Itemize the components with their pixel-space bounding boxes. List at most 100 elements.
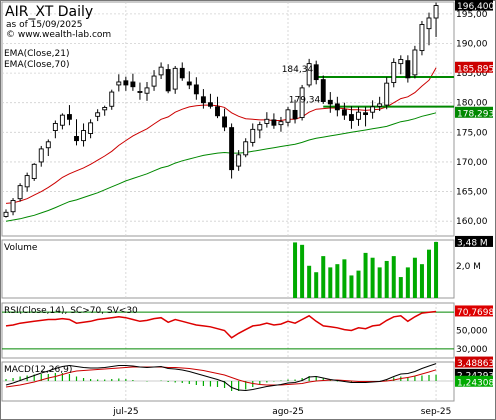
ema21-last-label: 185,895 [457, 64, 494, 74]
candle-down [363, 112, 368, 116]
hist-last-label-bg [455, 375, 493, 387]
candle-down [349, 114, 354, 121]
date-tick-label: jul-25 [112, 407, 138, 417]
price-tick-label: 195,00 [456, 10, 488, 20]
candle-up [52, 122, 58, 132]
macd-signal-line [5, 366, 437, 388]
candle-up [264, 118, 270, 124]
date-line: as of 15/09/2025 [6, 20, 82, 30]
candle-up [31, 163, 37, 179]
candle-down [341, 109, 347, 116]
date-tick-label: sep-25 [421, 407, 452, 417]
volume-bar [335, 264, 340, 298]
price-tick-label: 185,00 [456, 69, 488, 79]
volume-bar [321, 256, 326, 298]
candle-down [66, 114, 72, 120]
volume-bar [356, 270, 361, 298]
candle-up [419, 24, 425, 52]
candle-down [271, 119, 277, 126]
macd-last-label: 3,48863 [457, 359, 494, 369]
candle-down [327, 99, 333, 105]
rsi-last-label: 70,7698 [457, 308, 494, 318]
rsi-line [5, 310, 437, 339]
rsi-title: RSI(Close,14), SC>70, SV<30 [4, 306, 138, 316]
candle-up [3, 211, 9, 217]
candle-up [426, 17, 432, 30]
support-label: 179,34 [289, 96, 321, 106]
candle-up [24, 175, 30, 188]
ema70-legend: EMA(Close,70) [4, 60, 69, 70]
ema70-last-label-bg [455, 106, 493, 118]
volume-bar [384, 260, 389, 298]
volume-bar [434, 241, 439, 298]
candle-up [285, 109, 291, 123]
macd-last-label-bg [455, 356, 493, 368]
candle-up [433, 5, 439, 19]
candle-up [95, 112, 101, 117]
volume-bar [328, 267, 333, 298]
candle-up [172, 67, 178, 90]
candle-down [200, 96, 206, 104]
volume-bar [427, 249, 431, 298]
volume-bar [412, 257, 417, 298]
candle-up [158, 66, 164, 76]
volume-bar [307, 265, 312, 298]
candle-down [130, 81, 136, 88]
candle-up [109, 91, 115, 107]
candle-down [207, 102, 213, 107]
candle-up [384, 82, 390, 106]
ema21-last-label-bg [455, 61, 493, 73]
volume-bar [293, 242, 298, 298]
price-panel-frame [1, 1, 455, 237]
candle-down [405, 60, 411, 79]
candle-up [243, 141, 249, 156]
volume-last-label: 3,48 M [457, 238, 488, 248]
candle-up [102, 106, 108, 111]
ema21-legend: EMA(Close,21) [4, 49, 69, 59]
candle-up [88, 122, 94, 134]
candle-up [412, 49, 418, 76]
candle-up [137, 91, 143, 93]
candle-up [250, 128, 256, 143]
candle-up [116, 81, 122, 86]
candle-down [320, 79, 326, 102]
support-label: 184,34 [282, 65, 314, 75]
price-tick-label: 180,00 [456, 99, 488, 109]
candle-up [17, 185, 23, 200]
date-tick-label: ago-25 [272, 407, 304, 417]
candle-up [59, 114, 65, 126]
volume-bar [377, 267, 382, 298]
volume-bar [370, 257, 375, 298]
candle-down [123, 80, 129, 86]
volume-last-label-bg [455, 235, 493, 247]
volume-bar [405, 267, 410, 298]
volume-bar [342, 259, 347, 298]
ema21-line [5, 67, 437, 204]
signal-last-label-bg [455, 368, 493, 380]
candle-up [144, 87, 150, 94]
volume-bar [300, 244, 305, 298]
hist-last-label: 1,24308 [457, 378, 494, 388]
volume-tick-label: 2,0 M [456, 262, 481, 272]
candle-up [81, 130, 87, 142]
candle-up [370, 106, 376, 113]
price-tick-label: 175,00 [456, 128, 488, 138]
candle-up [151, 75, 157, 87]
candle-down [313, 64, 319, 81]
volume-bar [363, 252, 368, 298]
candle-up [377, 103, 383, 107]
rsi-tick-label: 30,000 [456, 345, 488, 355]
candle-up [38, 148, 44, 163]
candle-down [334, 103, 340, 111]
candle-up [391, 61, 397, 84]
last-close-label: 196,400 [457, 2, 494, 12]
candle-up [257, 124, 263, 131]
candle-up [398, 59, 404, 65]
rsi-tick-label: 50,000 [456, 327, 488, 337]
candle-down [292, 109, 298, 120]
candle-up [45, 141, 51, 149]
candle-down [179, 67, 185, 79]
candle-up [356, 111, 361, 120]
